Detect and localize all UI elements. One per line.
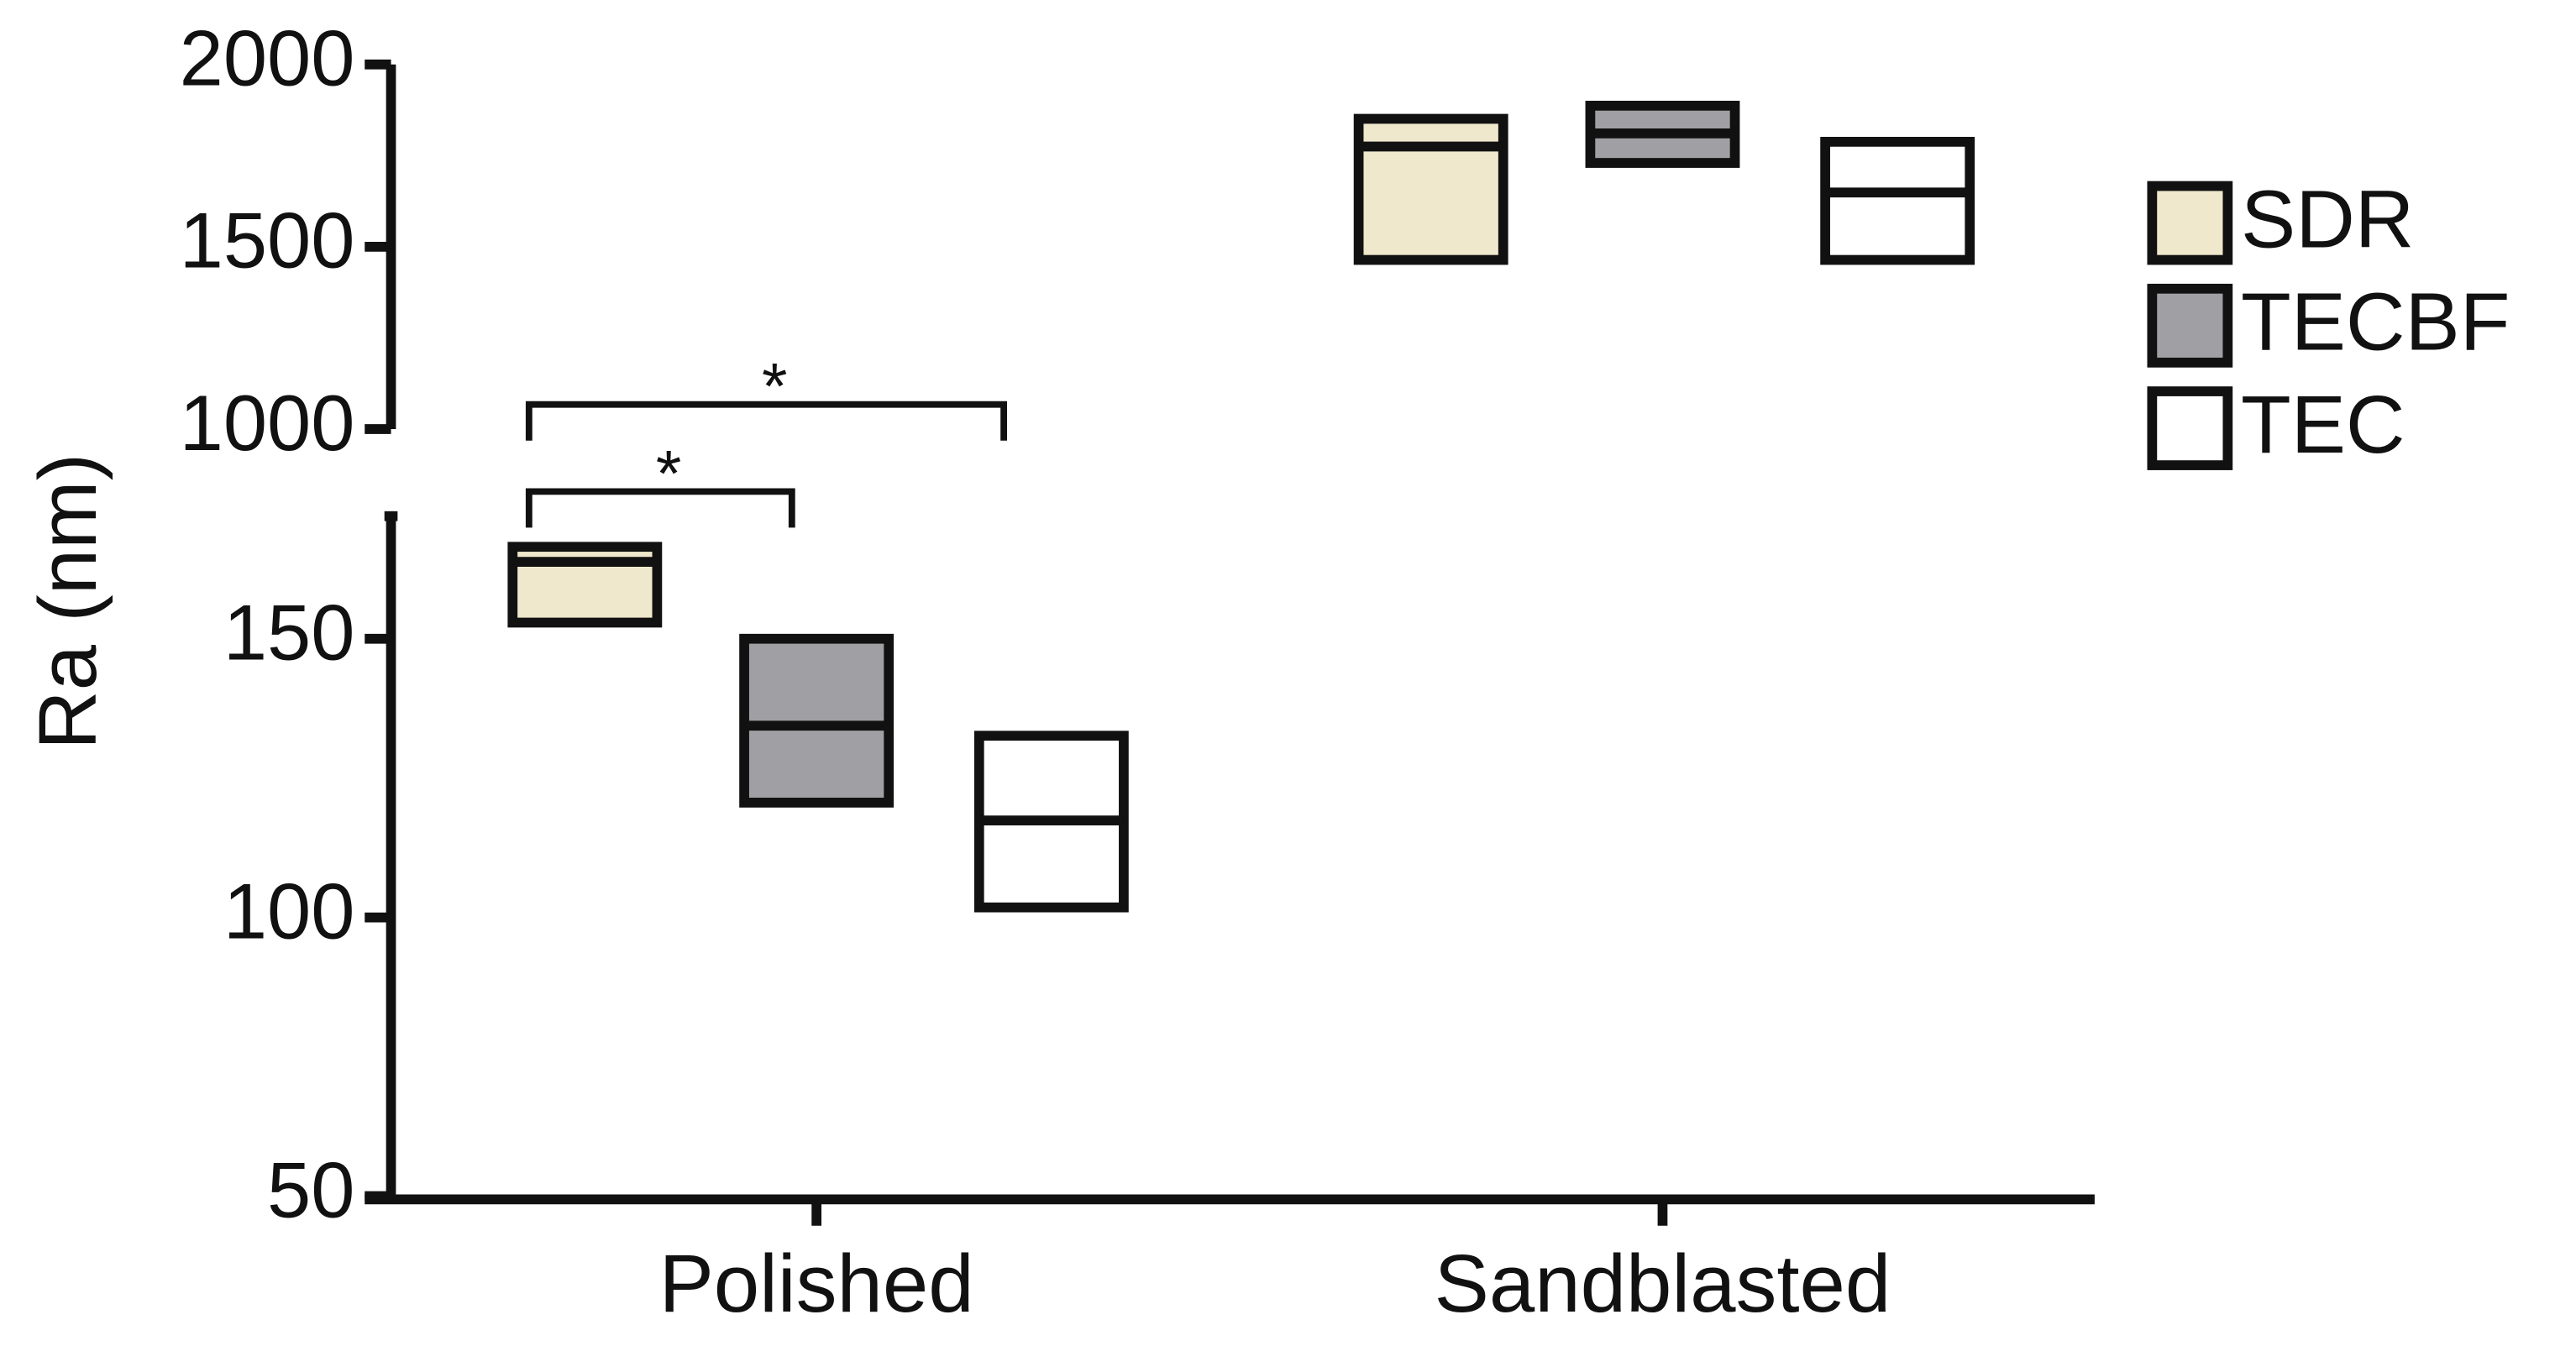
y-tick-label: 150 xyxy=(223,589,355,677)
y-tick-label: 1000 xyxy=(180,379,355,467)
y-axis-label: Ra (nm) xyxy=(21,453,113,750)
significance-label: * xyxy=(762,349,787,423)
legend-swatch xyxy=(2147,283,2233,368)
x-tick-label: Sandblasted xyxy=(1435,1237,1891,1329)
y-tick-label: 2000 xyxy=(180,14,355,102)
significance-label: * xyxy=(656,436,681,510)
box xyxy=(1820,136,1975,265)
box xyxy=(1353,113,1508,265)
y-tick-label: 50 xyxy=(267,1145,354,1233)
legend-swatch xyxy=(2147,386,2233,470)
significance-bracket xyxy=(525,488,795,528)
x-tick-label: Polished xyxy=(659,1237,974,1329)
box xyxy=(739,633,895,808)
legend-label: SDR xyxy=(2241,172,2414,264)
legend-label: TECBF xyxy=(2241,275,2510,368)
y-tick-label: 100 xyxy=(223,867,355,955)
legend-label: TEC xyxy=(2241,378,2405,470)
y-tick-label: 1500 xyxy=(180,196,355,285)
legend-swatch xyxy=(2147,181,2233,265)
significance-bracket xyxy=(525,401,1008,441)
